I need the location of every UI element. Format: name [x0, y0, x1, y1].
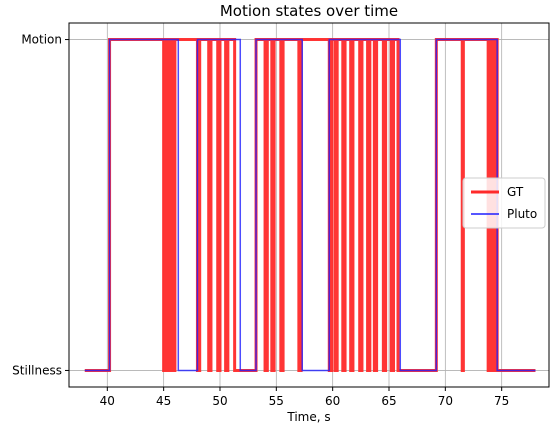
x-tick-label: 50 [212, 394, 227, 408]
y-tick-label: Motion [21, 33, 62, 47]
x-tick-label: 65 [381, 394, 396, 408]
tick-layer: 40 45 50 55 60 65 70 75 Stillness Motion [12, 33, 509, 408]
legend-label-gt: GT [507, 185, 524, 199]
y-tick-label: Stillness [12, 363, 62, 377]
series-line-pluto [84, 38, 536, 372]
x-tick-label: 75 [494, 394, 509, 408]
x-axis-label: Time, s [286, 410, 330, 424]
chart-title: Motion states over time [220, 2, 398, 20]
legend: GT Pluto [462, 177, 546, 229]
x-tick-label: 55 [269, 394, 284, 408]
x-tick-label: 45 [156, 394, 171, 408]
plot-frame [68, 22, 550, 388]
x-tick-label: 40 [100, 394, 115, 408]
x-tick-label: 70 [438, 394, 453, 408]
x-tick-label: 60 [325, 394, 340, 408]
legend-label-pluto: Pluto [507, 207, 537, 221]
series-layer [84, 38, 536, 372]
